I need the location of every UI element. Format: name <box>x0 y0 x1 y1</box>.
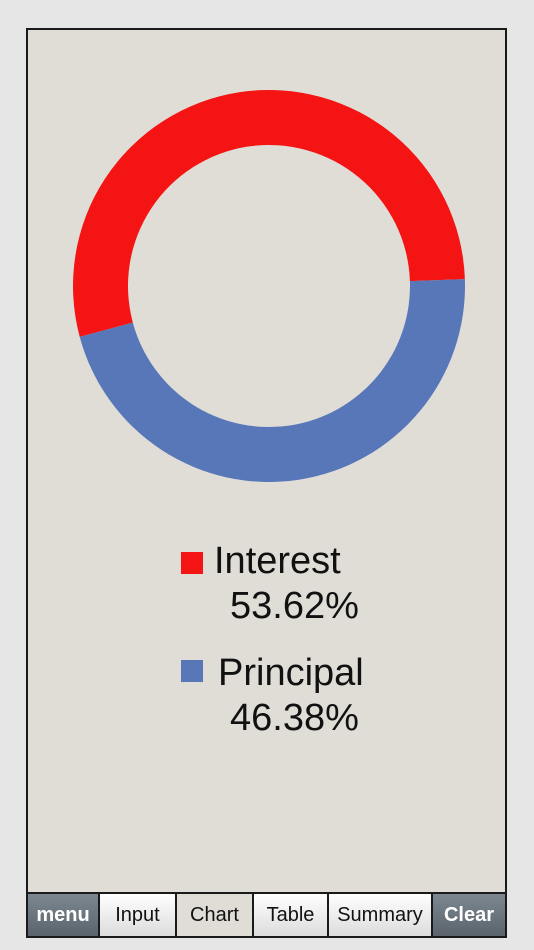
legend-item-principal: Principal 46.38% <box>28 654 509 754</box>
legend-item-interest: Interest 53.62% <box>28 542 509 642</box>
tab-input[interactable]: Input <box>100 894 177 936</box>
menu-button[interactable]: menu <box>28 894 100 936</box>
tab-summary[interactable]: Summary <box>329 894 433 936</box>
principal-swatch <box>181 660 203 682</box>
donut-chart <box>73 89 465 482</box>
clear-button[interactable]: Clear <box>433 894 505 936</box>
interest-swatch <box>181 552 203 574</box>
app-frame: Interest 53.62% Principal 46.38% menu In… <box>26 28 507 938</box>
donut-slice-interest <box>73 89 465 337</box>
tab-chart[interactable]: Chart <box>177 894 254 936</box>
legend-label-principal: Principal <box>218 652 364 694</box>
bottom-tab-bar: menu Input Chart Table Summary Clear <box>28 892 505 936</box>
tab-table[interactable]: Table <box>254 894 329 936</box>
donut-slice-principal <box>79 279 465 482</box>
legend-value-principal: 46.38% <box>230 697 359 739</box>
legend-value-interest: 53.62% <box>230 585 359 627</box>
legend-label-interest: Interest <box>214 540 341 582</box>
